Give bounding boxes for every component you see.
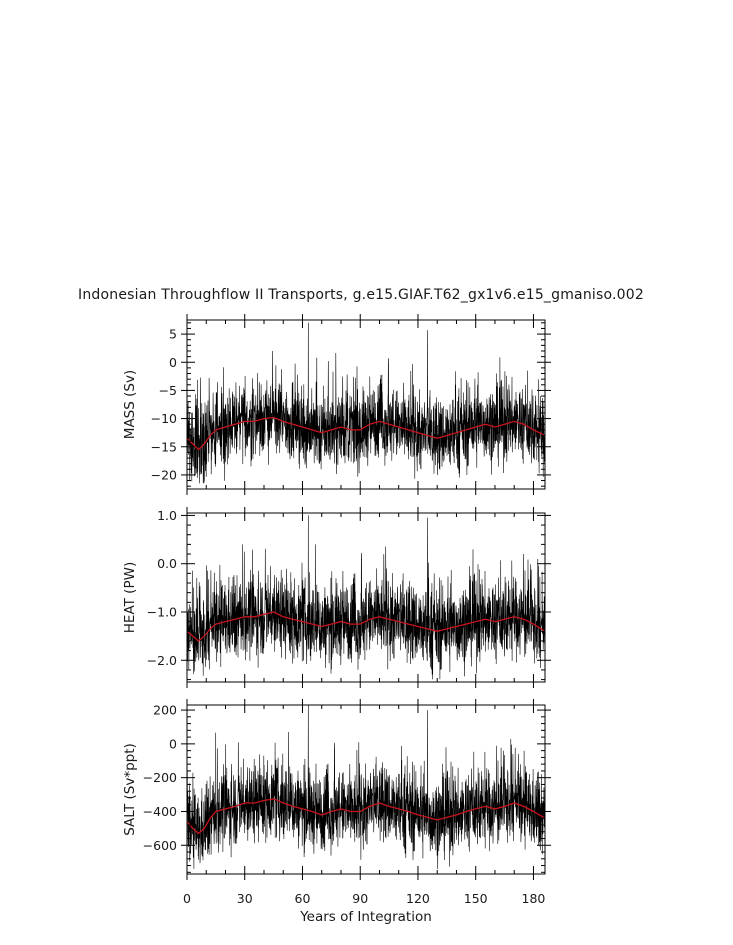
y-tick-label: 1.0 (157, 508, 177, 523)
y-tick-label: 0.0 (157, 556, 177, 571)
panel-heat: 1.0 0.0 −1.0 −2.0 HEAT (PW) (122, 507, 551, 688)
y-tick-label: 5 (169, 327, 177, 342)
x-tick-label: 120 (406, 891, 430, 906)
y-tick-label: −20 (151, 467, 177, 482)
x-tick-label: 180 (522, 891, 546, 906)
y-axis-label-mass: MASS (Sv) (122, 370, 138, 439)
y-tick-label: −1.0 (147, 604, 177, 619)
y-tick-label: −15 (151, 439, 177, 454)
plot-frame-salt (186, 704, 546, 875)
y-tick-label: −600 (143, 838, 177, 853)
x-tick-label: 90 (352, 891, 368, 906)
y-tick-label: 0 (169, 736, 177, 751)
x-tick-label: 150 (464, 891, 488, 906)
y-axis-label-heat: HEAT (PW) (122, 562, 138, 633)
y-tick-label: −10 (151, 411, 177, 426)
series-raw-heat (186, 515, 546, 680)
panels: 5 0 −5 −10 −15 −20 MASS (Sv) 1.0 0.0 −1.0 −2.0 HEAT… (122, 314, 551, 906)
x-tick-label: 0 (183, 891, 191, 906)
y-tick-label: −400 (143, 804, 177, 819)
panel-mass: 5 0 −5 −10 −15 −20 MASS (Sv) (122, 314, 551, 495)
series-smoothed-mass (186, 416, 546, 451)
chart-title: Indonesian Throughflow II Transports, g.… (78, 287, 644, 303)
plot-frame-heat (186, 512, 546, 683)
y-tick-label: 200 (153, 703, 177, 718)
y-tick-label: −5 (159, 383, 177, 398)
series-raw-salt (186, 704, 546, 869)
panel-salt: 200 0 −200 −400 −600 SALT (Sv*ppt) 0 30 60 90 120 1… (122, 699, 551, 906)
series-smoothed-salt (186, 798, 546, 835)
x-tick-label: 30 (237, 891, 253, 906)
series-raw-mass (186, 322, 546, 484)
y-tick-label: 0 (169, 355, 177, 370)
x-tick-label: 60 (295, 891, 311, 906)
series-smoothed-heat (186, 611, 546, 642)
x-axis-label: Years of Integration (299, 909, 432, 925)
plot-frame-mass (186, 319, 546, 490)
y-tick-label: −2.0 (147, 653, 177, 668)
y-tick-label: −200 (143, 770, 177, 785)
y-axis-label-salt: SALT (Sv*ppt) (122, 743, 138, 836)
